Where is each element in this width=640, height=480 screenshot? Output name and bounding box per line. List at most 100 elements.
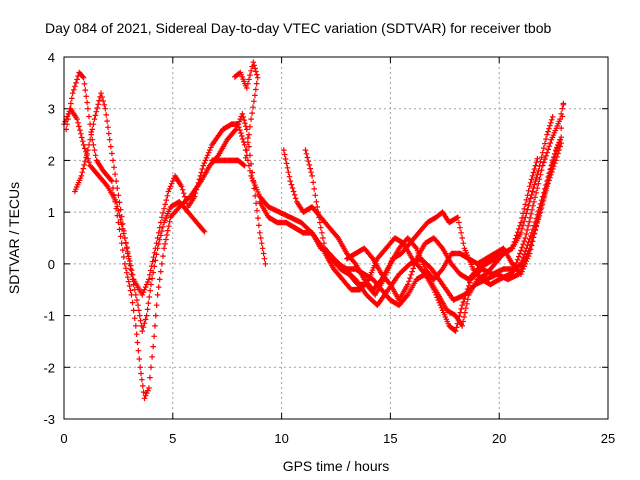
data-point [129, 299, 136, 306]
data-point [158, 219, 164, 226]
data-point [124, 274, 131, 280]
data-point [193, 186, 200, 193]
data-point [241, 162, 248, 169]
data-point [147, 272, 153, 278]
data-point [249, 63, 255, 70]
data-point [533, 174, 540, 181]
data-point [141, 320, 148, 327]
data-point [201, 160, 208, 166]
data-point [458, 230, 464, 236]
data-point [152, 323, 158, 329]
data-point [101, 102, 108, 108]
data-point [315, 209, 321, 215]
data-point [551, 154, 558, 160]
data-point [149, 354, 155, 360]
data-point [529, 238, 536, 245]
data-point [89, 126, 96, 133]
data-point [154, 292, 161, 298]
data-point [153, 302, 160, 308]
data-point [316, 214, 322, 221]
data-point [522, 248, 529, 255]
data-point [156, 224, 163, 231]
data-point [203, 155, 210, 161]
data-point [534, 155, 541, 162]
data-point [532, 178, 539, 184]
data-point [92, 152, 99, 159]
plot-frame [63, 56, 609, 420]
data-point [246, 76, 252, 83]
data-point [528, 176, 535, 183]
data-point [146, 276, 152, 283]
data-point [136, 356, 143, 362]
data-point [146, 294, 153, 300]
data-point [542, 140, 548, 147]
data-point [553, 148, 560, 154]
data-point [559, 105, 566, 112]
axis-tick-labels: 0 5 10 15 20 25 -3 -2 -1 0 1 2 3 4 [43, 50, 615, 446]
data-point [100, 98, 106, 104]
data-point [121, 254, 127, 260]
data-point [208, 144, 214, 151]
data-point [83, 93, 89, 100]
data-point [140, 383, 146, 389]
data-point [152, 257, 159, 264]
series-track-5 [257, 100, 567, 334]
data-point [140, 289, 147, 296]
data-point [546, 143, 552, 149]
data-point [550, 157, 557, 163]
data-point [317, 219, 323, 226]
data-point [116, 199, 123, 206]
data-point [244, 147, 250, 153]
data-point [194, 183, 201, 190]
data-point [525, 202, 532, 209]
data-point [67, 105, 73, 112]
data-point [543, 182, 549, 188]
data-point [556, 139, 562, 146]
data-point [554, 145, 560, 152]
data-point [143, 281, 150, 288]
data-point [511, 239, 518, 245]
data-point [518, 271, 524, 277]
data-point [128, 292, 135, 298]
data-points [61, 59, 567, 402]
series-track-1 [61, 105, 208, 334]
data-point [123, 265, 129, 272]
data-point [192, 190, 199, 196]
data-point [155, 284, 162, 290]
data-point [141, 286, 148, 293]
data-point [281, 151, 288, 158]
data-point [257, 230, 263, 236]
data-point [106, 136, 113, 143]
data-point [90, 121, 97, 127]
data-point [460, 240, 467, 246]
data-point [139, 292, 146, 298]
data-point [307, 165, 313, 172]
data-point [386, 280, 393, 287]
data-point [531, 222, 537, 229]
data-point [84, 99, 90, 106]
x-axis-label: GPS time / hours [283, 458, 390, 474]
data-point [143, 390, 150, 396]
data-point [207, 147, 213, 153]
data-point [80, 74, 87, 81]
data-point [539, 193, 546, 200]
data-point [109, 150, 115, 157]
data-point [147, 374, 153, 381]
data-point [110, 157, 116, 164]
data-point [148, 364, 154, 371]
data-point [114, 212, 121, 219]
data-point [105, 124, 111, 131]
data-point [547, 122, 553, 129]
data-point [134, 297, 140, 303]
data-point [534, 171, 541, 177]
data-point [535, 208, 542, 214]
data-point [544, 178, 550, 184]
data-point [91, 147, 98, 153]
data-point [238, 130, 244, 136]
data-point [131, 315, 138, 321]
data-point [407, 275, 413, 281]
data-point [305, 158, 312, 164]
data-point [244, 126, 250, 133]
data-point [128, 267, 135, 273]
